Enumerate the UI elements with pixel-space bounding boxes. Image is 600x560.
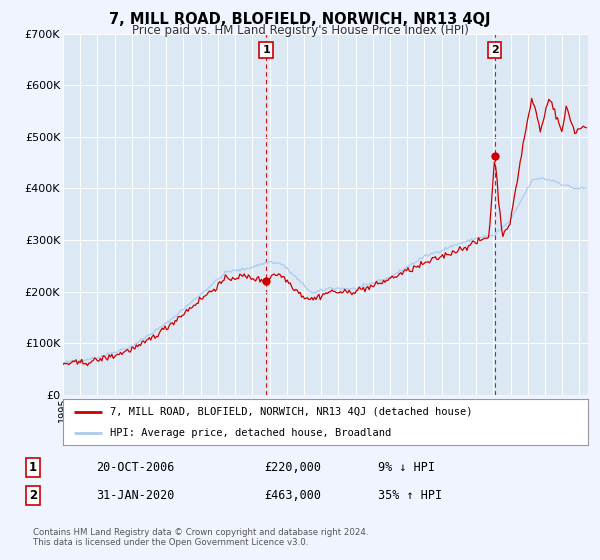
Text: 31-JAN-2020: 31-JAN-2020 <box>96 489 175 502</box>
Text: 9% ↓ HPI: 9% ↓ HPI <box>378 461 435 474</box>
Text: 1: 1 <box>262 45 270 55</box>
Text: 35% ↑ HPI: 35% ↑ HPI <box>378 489 442 502</box>
Text: 20-OCT-2006: 20-OCT-2006 <box>96 461 175 474</box>
Text: 7, MILL ROAD, BLOFIELD, NORWICH, NR13 4QJ (detached house): 7, MILL ROAD, BLOFIELD, NORWICH, NR13 4Q… <box>110 407 473 417</box>
Text: Price paid vs. HM Land Registry's House Price Index (HPI): Price paid vs. HM Land Registry's House … <box>131 24 469 36</box>
Text: HPI: Average price, detached house, Broadland: HPI: Average price, detached house, Broa… <box>110 428 392 438</box>
Text: £220,000: £220,000 <box>264 461 321 474</box>
Text: £463,000: £463,000 <box>264 489 321 502</box>
Text: 2: 2 <box>491 45 499 55</box>
Text: 7, MILL ROAD, BLOFIELD, NORWICH, NR13 4QJ: 7, MILL ROAD, BLOFIELD, NORWICH, NR13 4Q… <box>109 12 491 27</box>
Text: Contains HM Land Registry data © Crown copyright and database right 2024.
This d: Contains HM Land Registry data © Crown c… <box>33 528 368 547</box>
Text: 2: 2 <box>29 489 37 502</box>
Text: 1: 1 <box>29 461 37 474</box>
